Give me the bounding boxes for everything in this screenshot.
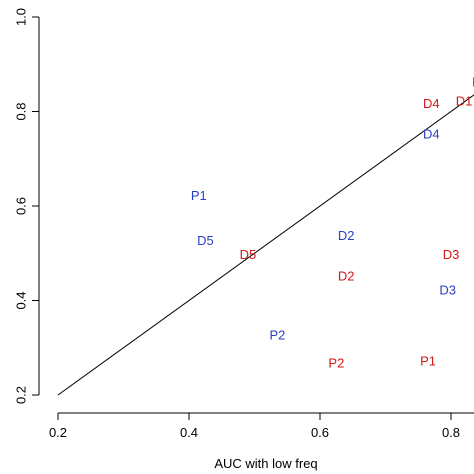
point-label-blue-d1: D1 bbox=[472, 75, 474, 90]
y-tick-label: 0.6 bbox=[13, 197, 28, 215]
point-label-red-d5: D5 bbox=[240, 247, 257, 262]
point-label-blue-p1: P1 bbox=[191, 188, 207, 203]
x-tick-label: 0.2 bbox=[49, 425, 67, 440]
y-tick-label: 0.4 bbox=[13, 291, 28, 309]
x-axis-label: AUC with low freq bbox=[214, 456, 317, 471]
y-tick-label: 0.8 bbox=[13, 102, 28, 120]
x-tick-label: 0.6 bbox=[311, 425, 329, 440]
point-label-red-p1: P1 bbox=[420, 353, 436, 368]
point-label-red-d1: D1 bbox=[456, 93, 473, 108]
point-label-blue-d5: D5 bbox=[197, 233, 214, 248]
point-label-red-p2: P2 bbox=[328, 356, 344, 371]
point-label-blue-d2: D2 bbox=[338, 228, 355, 243]
data-points: D1 D4 P1 D5 D2 D3 P2 D4 D1 D5 D3 D2 P1 P2 bbox=[191, 75, 474, 371]
point-label-red-d3: D3 bbox=[443, 247, 460, 262]
diagonal-reference-line bbox=[57, 94, 474, 396]
x-tick-label: 0.8 bbox=[442, 425, 460, 440]
point-label-blue-p2: P2 bbox=[269, 327, 285, 342]
axes bbox=[38, 17, 474, 414]
point-label-red-d4: D4 bbox=[423, 96, 440, 111]
y-tick-label: 0.2 bbox=[13, 386, 28, 404]
y-tick-label: 1.0 bbox=[13, 8, 28, 26]
point-label-blue-d4: D4 bbox=[423, 127, 440, 142]
ticks: 0.2 0.4 0.6 0.8 0.2 0.4 0.6 0.8 1.0 bbox=[13, 8, 460, 440]
x-tick-label: 0.4 bbox=[180, 425, 198, 440]
point-label-blue-d3: D3 bbox=[439, 282, 456, 297]
point-label-red-d2: D2 bbox=[338, 268, 355, 283]
